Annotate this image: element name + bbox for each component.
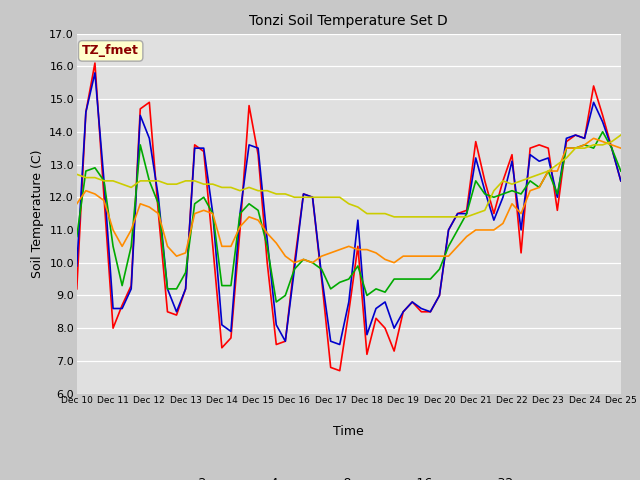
Legend: -2cm, -4cm, -8cm, -16cm, -32cm: -2cm, -4cm, -8cm, -16cm, -32cm bbox=[160, 472, 538, 480]
X-axis label: Time: Time bbox=[333, 425, 364, 438]
Title: Tonzi Soil Temperature Set D: Tonzi Soil Temperature Set D bbox=[250, 14, 448, 28]
Y-axis label: Soil Temperature (C): Soil Temperature (C) bbox=[31, 149, 44, 278]
Text: TZ_fmet: TZ_fmet bbox=[82, 44, 139, 58]
